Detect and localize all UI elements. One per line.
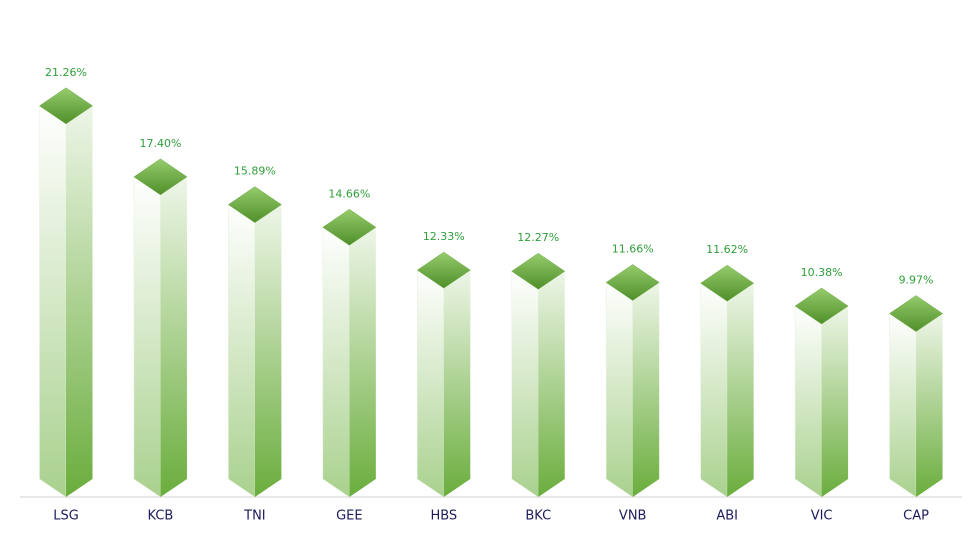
bar-left-face (39, 105, 67, 498)
value-label: 17.40% (139, 137, 181, 150)
bar-right-face (821, 306, 849, 497)
bar-left-face (228, 204, 256, 498)
bar-left-face (794, 305, 822, 498)
bar (416, 251, 471, 498)
bar-right-face (349, 227, 376, 498)
bar-right-face (727, 283, 754, 497)
x-tick-label: CAP (903, 509, 929, 524)
x-tick-label: TNI (243, 509, 266, 524)
bar-top (889, 295, 943, 332)
bar-top (227, 186, 282, 223)
value-label: 14.66% (328, 187, 370, 200)
x-tick-label: BKC (525, 509, 551, 524)
x-tick-label: LSG (53, 509, 79, 524)
bar (605, 264, 660, 498)
bar (889, 295, 943, 498)
bar (794, 287, 849, 498)
bar-top (416, 251, 471, 289)
value-label: 15.89% (234, 165, 276, 178)
x-tick-label: VNB (619, 509, 647, 524)
bar-right-face (632, 282, 660, 497)
value-label: 11.66% (612, 242, 654, 255)
bar (322, 208, 377, 498)
value-label: 9.97% (899, 274, 934, 287)
value-label: 12.33% (423, 230, 465, 243)
bar-left-face (511, 270, 539, 498)
bar-right-face (443, 270, 471, 497)
bar-right-face (538, 271, 565, 497)
value-label: 21.26% (45, 66, 87, 79)
x-tick-label: VIC (811, 509, 833, 524)
bar-left-face (605, 281, 633, 498)
value-label: 11.62% (706, 243, 748, 256)
bar-right-face (916, 313, 943, 497)
bar-top (794, 287, 849, 325)
x-tick-label: ABI (716, 509, 738, 524)
bar-right-face (160, 176, 187, 497)
bar (511, 252, 566, 498)
bar-left-face (322, 226, 350, 498)
bar-left-face (700, 282, 728, 498)
x-tick-label: GEE (336, 509, 363, 524)
bar-top (133, 158, 188, 196)
x-tick-label: HBS (430, 509, 457, 524)
bar-top (39, 87, 93, 125)
bar (700, 264, 755, 498)
x-tick-label: KCB (148, 509, 174, 524)
bar-top (700, 264, 755, 302)
bar-top (511, 252, 566, 290)
bar-left-face (133, 176, 161, 498)
bar (227, 186, 282, 498)
bar-left-face (889, 313, 917, 498)
value-label: 12.27% (517, 231, 559, 244)
bar (133, 158, 188, 498)
bar-right-face (254, 204, 282, 497)
bar (39, 87, 93, 498)
value-label: 10.38% (801, 266, 843, 279)
bar-right-face (66, 105, 93, 497)
bar-top (322, 208, 377, 246)
bar-left-face (417, 269, 445, 498)
bar-top (605, 264, 660, 301)
